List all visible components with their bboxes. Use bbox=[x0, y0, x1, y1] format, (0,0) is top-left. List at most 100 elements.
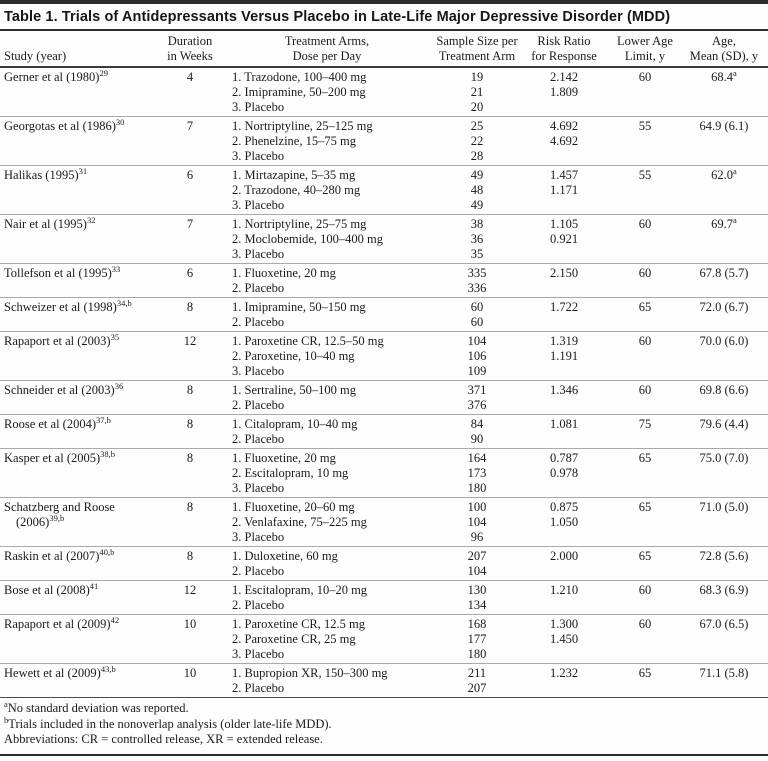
table-header: Study (year) Duration in Weeks Treatment… bbox=[0, 31, 768, 68]
lower-age-cell: 65 bbox=[610, 297, 680, 332]
duration-cell: 8 bbox=[162, 414, 218, 449]
risk-ratio-cell: 0.787 0.978 bbox=[518, 448, 610, 498]
lower-age-cell: 60 bbox=[610, 263, 680, 298]
risk-ratio-cell: 2.150 bbox=[518, 263, 610, 298]
treatment-arms-cell: 1. Paroxetine CR, 12.5 mg 2. Paroxetine C… bbox=[218, 614, 436, 664]
sample-size-cell: 211 207 bbox=[436, 663, 518, 697]
study-cell: Halikas (1995)31 bbox=[0, 165, 162, 215]
age-mean-cell: 67.8 (5.7) bbox=[680, 263, 768, 298]
treatment-arms-cell: 1. Mirtazapine, 5–35 mg 2. Trazodone, 40–… bbox=[218, 165, 436, 215]
footnote-b: bTrials included in the nonoverlap analy… bbox=[4, 714, 764, 733]
age-mean-cell: 70.0 (6.0) bbox=[680, 331, 768, 381]
lower-age-cell: 55 bbox=[610, 116, 680, 166]
treatment-arms-cell: 1. Nortriptyline, 25–75 mg 2. Moclobemide… bbox=[218, 214, 436, 264]
lower-age-cell: 65 bbox=[610, 497, 680, 547]
sample-size-cell: 100 104 96 bbox=[436, 497, 518, 547]
table-row: Hewett et al (2009)43,b 10 1. Bupropion XR… bbox=[0, 663, 768, 697]
lower-age-cell: 65 bbox=[610, 546, 680, 581]
sample-size-cell: 25 22 28 bbox=[436, 116, 518, 166]
risk-ratio-cell: 1.457 1.171 bbox=[518, 165, 610, 215]
col-header-arms: Treatment Arms, Dose per Day bbox=[218, 31, 436, 68]
bottom-rule bbox=[0, 753, 768, 756]
treatment-arms-cell: 1. Nortriptyline, 25–125 mg 2. Phenelzine… bbox=[218, 116, 436, 166]
table-row: Roose et al (2004)37,b 8 1. Citalopram, 10… bbox=[0, 414, 768, 449]
study-cell: Rapaport et al (2003)35 bbox=[0, 331, 162, 381]
table-row: Schweizer et al (1998)34,b 8 1. Imipramine… bbox=[0, 297, 768, 332]
risk-ratio-cell: 1.300 1.450 bbox=[518, 614, 610, 664]
col-header-lower-age: Lower Age Limit, y bbox=[610, 31, 680, 68]
risk-ratio-cell: 1.722 bbox=[518, 297, 610, 332]
table-row: Rapaport et al (2009)42 10 1. Paroxetine C… bbox=[0, 614, 768, 664]
duration-cell: 10 bbox=[162, 663, 218, 697]
col-header-age-mean: Age, Mean (SD), y bbox=[680, 31, 768, 68]
duration-cell: 6 bbox=[162, 263, 218, 298]
treatment-arms-cell: 1. Fluoxetine, 20 mg 2. Escitalopram, 10 … bbox=[218, 448, 436, 498]
table-row: Schatzberg and Roose (2006)39,b 8 1. Fluox… bbox=[0, 497, 768, 547]
sample-size-cell: 60 60 bbox=[436, 297, 518, 332]
lower-age-cell: 60 bbox=[610, 214, 680, 264]
age-mean-cell: 72.0 (6.7) bbox=[680, 297, 768, 332]
study-cell: Nair et al (1995)32 bbox=[0, 214, 162, 264]
duration-cell: 8 bbox=[162, 448, 218, 498]
col-header-study: Study (year) bbox=[0, 31, 162, 68]
lower-age-cell: 60 bbox=[610, 580, 680, 615]
footnotes: aNo standard deviation was reported. bTr… bbox=[0, 697, 768, 752]
lower-age-cell: 55 bbox=[610, 165, 680, 215]
sample-size-cell: 84 90 bbox=[436, 414, 518, 449]
study-cell: Roose et al (2004)37,b bbox=[0, 414, 162, 449]
lower-age-cell: 75 bbox=[610, 414, 680, 449]
footnote-text: Trials included in the nonoverlap analys… bbox=[8, 716, 332, 731]
header-row: Study (year) Duration in Weeks Treatment… bbox=[0, 31, 768, 68]
sample-size-cell: 371 376 bbox=[436, 380, 518, 415]
study-cell: Schweizer et al (1998)34,b bbox=[0, 297, 162, 332]
treatment-arms-cell: 1. Citalopram, 10–40 mg 2. Placebo bbox=[218, 414, 436, 449]
table-row: Nair et al (1995)32 7 1. Nortriptyline, 25… bbox=[0, 214, 768, 264]
risk-ratio-cell: 1.210 bbox=[518, 580, 610, 615]
risk-ratio-cell: 2.142 1.809 bbox=[549, 70, 579, 99]
treatment-arms-cell: 1. Paroxetine CR, 12.5–50 mg 2. Paroxetin… bbox=[218, 331, 436, 381]
sample-size-cell: 335 336 bbox=[436, 263, 518, 298]
table-row: Raskin et al (2007)40,b 8 1. Duloxetine, 6… bbox=[0, 546, 768, 581]
footnote-text: No standard deviation was reported. bbox=[7, 701, 189, 715]
table-title: Table 1. Trials of Antidepressants Versu… bbox=[4, 9, 671, 25]
duration-cell: 8 bbox=[162, 546, 218, 581]
treatment-arms-cell: 1. Escitalopram, 10–20 mg 2. Placebo bbox=[218, 580, 436, 615]
age-mean-cell: 69.7a bbox=[680, 214, 768, 264]
sample-size-cell: 49 48 49 bbox=[436, 165, 518, 215]
duration-cell: 12 bbox=[162, 580, 218, 615]
treatment-arms-cell: 1. Imipramine, 50–150 mg 2. Placebo bbox=[218, 297, 436, 332]
lower-age-cell: 60 bbox=[610, 614, 680, 664]
duration-cell: 4 bbox=[186, 70, 194, 84]
risk-ratio-cell: 1.232 bbox=[518, 663, 610, 697]
treatment-arms-cell: 1. Fluoxetine, 20 mg 2. Placebo bbox=[218, 263, 436, 298]
study-cell: Hewett et al (2009)43,b bbox=[0, 663, 162, 697]
lower-age-cell: 65 bbox=[610, 663, 680, 697]
age-mean-cell: 72.8 (5.6) bbox=[680, 546, 768, 581]
treatment-arms-cell: 1. Bupropion XR, 150–300 mg 2. Placebo bbox=[218, 663, 436, 697]
footnote-marker: a bbox=[4, 698, 8, 709]
table-body: Gerner et al (1980)29 4 1. Trazodone, 100–… bbox=[0, 67, 768, 697]
table-row: Tollefson et al (1995)33 6 1. Fluoxetine, … bbox=[0, 263, 768, 298]
risk-ratio-cell: 0.875 1.050 bbox=[518, 497, 610, 547]
duration-cell: 6 bbox=[162, 165, 218, 215]
table-row: Kasper et al (2005)38,b 8 1. Fluoxetine, 2… bbox=[0, 448, 768, 498]
study-cell: Bose et al (2008)41 bbox=[0, 580, 162, 615]
study-cell: Kasper et al (2005)38,b bbox=[0, 448, 162, 498]
study-cell: Tollefson et al (1995)33 bbox=[0, 263, 162, 298]
age-mean-cell: 71.0 (5.0) bbox=[680, 497, 768, 547]
sample-size-cell: 104 106 109 bbox=[436, 331, 518, 381]
sample-size-cell: 168 177 180 bbox=[436, 614, 518, 664]
treatment-arms-cell: 1. Duloxetine, 60 mg 2. Placebo bbox=[218, 546, 436, 581]
age-mean-cell: 71.1 (5.8) bbox=[680, 663, 768, 697]
risk-ratio-cell: 1.105 0.921 bbox=[518, 214, 610, 264]
study-cell: Gerner et al (1980)29 bbox=[4, 67, 108, 84]
age-mean-cell: 68.4a bbox=[711, 67, 737, 84]
study-cell: Schatzberg and Roose (2006)39,b bbox=[0, 497, 162, 547]
sample-size-cell: 207 104 bbox=[436, 546, 518, 581]
study-cell: Schneider et al (2003)36 bbox=[0, 380, 162, 415]
table-row: Gerner et al (1980)29 4 1. Trazodone, 100–… bbox=[0, 67, 768, 117]
age-mean-cell: 64.9 (6.1) bbox=[680, 116, 768, 166]
lower-age-cell: 60 bbox=[610, 380, 680, 415]
footnote-marker: b bbox=[4, 714, 9, 725]
